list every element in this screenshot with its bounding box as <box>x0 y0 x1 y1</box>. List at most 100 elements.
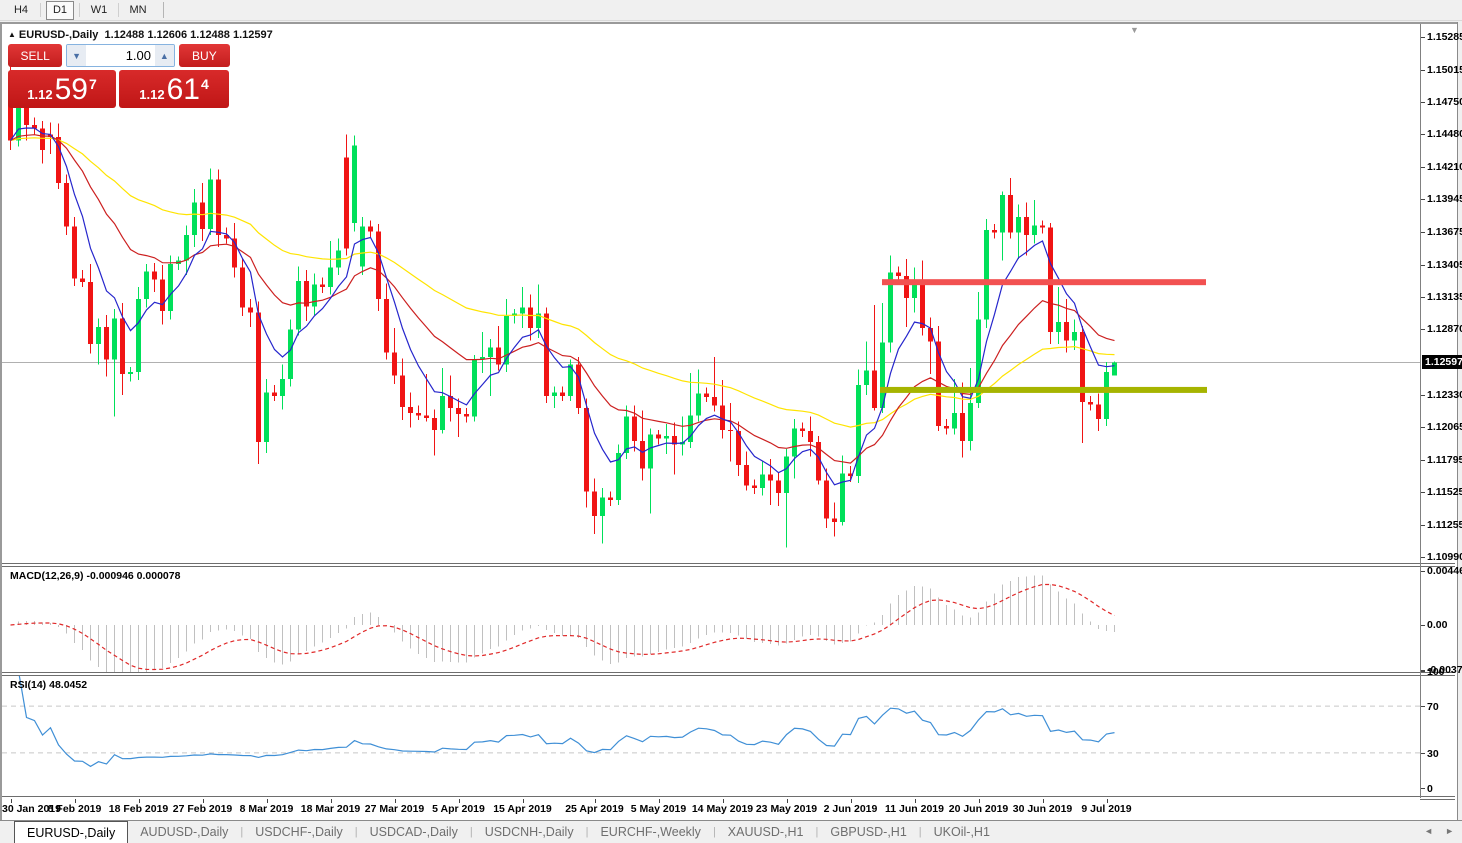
date-axis-label: 23 May 2019 <box>755 803 818 815</box>
date-axis-label: 5 May 2019 <box>630 803 687 815</box>
price-axis-tick <box>1421 69 1425 71</box>
date-axis-label: 18 Feb 2019 <box>108 803 169 815</box>
tab-scroll-right-icon[interactable]: ► <box>1445 826 1454 836</box>
timeframe-button-w1[interactable]: W1 <box>90 4 108 16</box>
price-axis-label: 1.12330 <box>1427 388 1462 401</box>
price-axis-tick <box>1421 394 1425 396</box>
price-axis-label: 1.14750 <box>1427 95 1462 108</box>
chart-tab-eurusddaily[interactable]: EURUSD-,Daily <box>14 821 129 843</box>
date-axis-label: 27 Mar 2019 <box>364 803 425 815</box>
price-axis-tick <box>1421 264 1425 266</box>
rsi-panel-canvas[interactable] <box>2 676 1420 798</box>
date-axis: 30 Jan 2019 8 Feb 2019 18 Feb 2019 27 Feb 2… <box>2 799 1420 819</box>
chart-tab-ukoilh1[interactable]: UKOil-,H1 <box>933 825 990 839</box>
resistance-line[interactable] <box>882 279 1206 286</box>
price-axis-tick <box>1421 329 1425 331</box>
date-axis-label: 5 Apr 2019 <box>432 803 485 815</box>
price-axis-tick <box>1421 524 1425 526</box>
sell-price-prefix: 1.12 <box>27 87 53 102</box>
date-axis-tick <box>202 799 204 803</box>
toolbar-separator <box>118 3 119 17</box>
date-axis-tick <box>74 799 76 803</box>
price-axis-label: 1.12065 <box>1427 420 1462 433</box>
chart-tab-usdchfdaily[interactable]: USDCHF-,Daily <box>255 825 343 839</box>
chart-tab-xauusdh1[interactable]: XAUUSD-,H1 <box>727 825 804 839</box>
date-axis-tick <box>1042 799 1044 803</box>
tab-separator: | <box>815 826 819 838</box>
sell-price-big: 59 <box>54 73 88 106</box>
date-axis-label: 11 Jun 2019 <box>885 803 944 815</box>
rsi-axis-label: 100 <box>1427 666 1445 678</box>
price-axis-label: 1.12870 <box>1427 323 1462 336</box>
tab-separator: | <box>585 826 589 838</box>
panel-splitter[interactable] <box>2 796 1455 797</box>
date-axis-tick <box>10 799 12 803</box>
main-chart-canvas[interactable] <box>2 26 1420 563</box>
chart-shift-marker-icon[interactable]: ▼ <box>1130 25 1139 35</box>
timeframe-button-d1[interactable]: D1 <box>46 0 74 20</box>
volume-spinner: ▼ 1.00 ▲ <box>66 44 175 67</box>
chart-tab-bar: EURUSD-,Daily AUDUSD-,Daily | USDCHF-,Daily… <box>0 820 1462 843</box>
rsi-axis-tick <box>1421 671 1425 672</box>
panel-splitter[interactable] <box>2 672 1455 673</box>
date-axis-tick <box>458 799 460 803</box>
panel-splitter[interactable] <box>2 563 1455 564</box>
macd-panel-canvas[interactable] <box>2 567 1420 672</box>
moving-average-line[interactable] <box>10 134 1115 464</box>
date-axis-label: 15 Apr 2019 <box>493 803 552 815</box>
support-line[interactable] <box>880 386 1207 393</box>
macd-label: MACD(12,26,9) -0.000946 0.000078 <box>10 570 181 582</box>
price-axis-tick <box>1421 134 1425 136</box>
candlesticks <box>8 54 1117 548</box>
date-axis-tick <box>850 799 852 803</box>
timeframe-button-mn[interactable]: MN <box>129 4 147 16</box>
chart-tab-usdcaddaily[interactable]: USDCAD-,Daily <box>369 825 458 839</box>
sell-button[interactable]: SELL <box>8 44 63 67</box>
timeframe-toolbar: H4 D1 W1 MN <box>0 0 1462 21</box>
tab-separator: | <box>240 826 244 838</box>
panel-splitter[interactable] <box>2 675 1455 676</box>
tab-separator: | <box>469 826 473 838</box>
chart-tab-usdcnhdaily[interactable]: USDCNH-,Daily <box>484 825 574 839</box>
panel-splitter[interactable] <box>2 566 1455 567</box>
rsi-axis-label: 30 <box>1427 747 1439 760</box>
collapse-triangle-icon: ▲ <box>8 30 16 39</box>
chart-symbol-period: EURUSD-,Daily <box>18 29 99 41</box>
one-click-trading-panel: SELL ▼ 1.00 ▲ BUY 1.12 59 7 1.12 61 4 <box>8 44 231 108</box>
price-axis-tick <box>1421 199 1425 201</box>
buy-button[interactable]: BUY <box>178 44 231 67</box>
date-axis-tick <box>658 799 660 803</box>
date-axis-label: 2 Jun 2019 <box>823 803 878 815</box>
date-axis-tick <box>394 799 396 803</box>
buy-price-display[interactable]: 1.12 61 4 <box>119 70 229 108</box>
volume-decrease-icon[interactable]: ▼ <box>67 45 86 66</box>
price-axis-label: 1.13675 <box>1427 225 1462 238</box>
sell-price-display[interactable]: 1.12 59 7 <box>8 70 116 108</box>
date-axis-label: 8 Mar 2019 <box>239 803 294 815</box>
chart-tab-eurchfweekly[interactable]: EURCHF-,Weekly <box>600 825 701 839</box>
price-axis-label: 1.10990 <box>1427 551 1462 563</box>
macd-axis-label: -0.003715 <box>1427 663 1462 676</box>
date-axis-tick <box>722 799 724 803</box>
price-axis-tick <box>1421 557 1425 558</box>
chart-tab-gbpusdh1[interactable]: GBPUSD-,H1 <box>830 825 907 839</box>
price-axis-label: 1.13945 <box>1427 193 1462 206</box>
window-right-margin <box>1458 22 1462 843</box>
date-axis-label: 20 Jun 2019 <box>948 803 1009 815</box>
volume-input[interactable]: 1.00 <box>85 45 155 66</box>
macd-axis-tick <box>1421 571 1425 572</box>
tab-separator: | <box>918 826 922 838</box>
date-axis-tick <box>594 799 596 803</box>
rsi-label: RSI(14) 48.0452 <box>10 679 88 691</box>
rsi-axis-tick <box>1421 706 1425 708</box>
chart-tab-audusddaily[interactable]: AUDUSD-,Daily <box>140 825 229 839</box>
tab-scroll-left-icon[interactable]: ◄ <box>1424 826 1434 836</box>
moving-average-line[interactable] <box>10 137 1115 428</box>
price-axis-label: 1.13405 <box>1427 258 1462 271</box>
buy-price-pip: 4 <box>200 76 209 92</box>
volume-increase-icon[interactable]: ▲ <box>155 45 174 66</box>
moving-average-line[interactable] <box>10 127 1115 486</box>
rsi-line <box>18 676 1115 768</box>
timeframe-button-h4[interactable]: H4 <box>13 4 29 16</box>
